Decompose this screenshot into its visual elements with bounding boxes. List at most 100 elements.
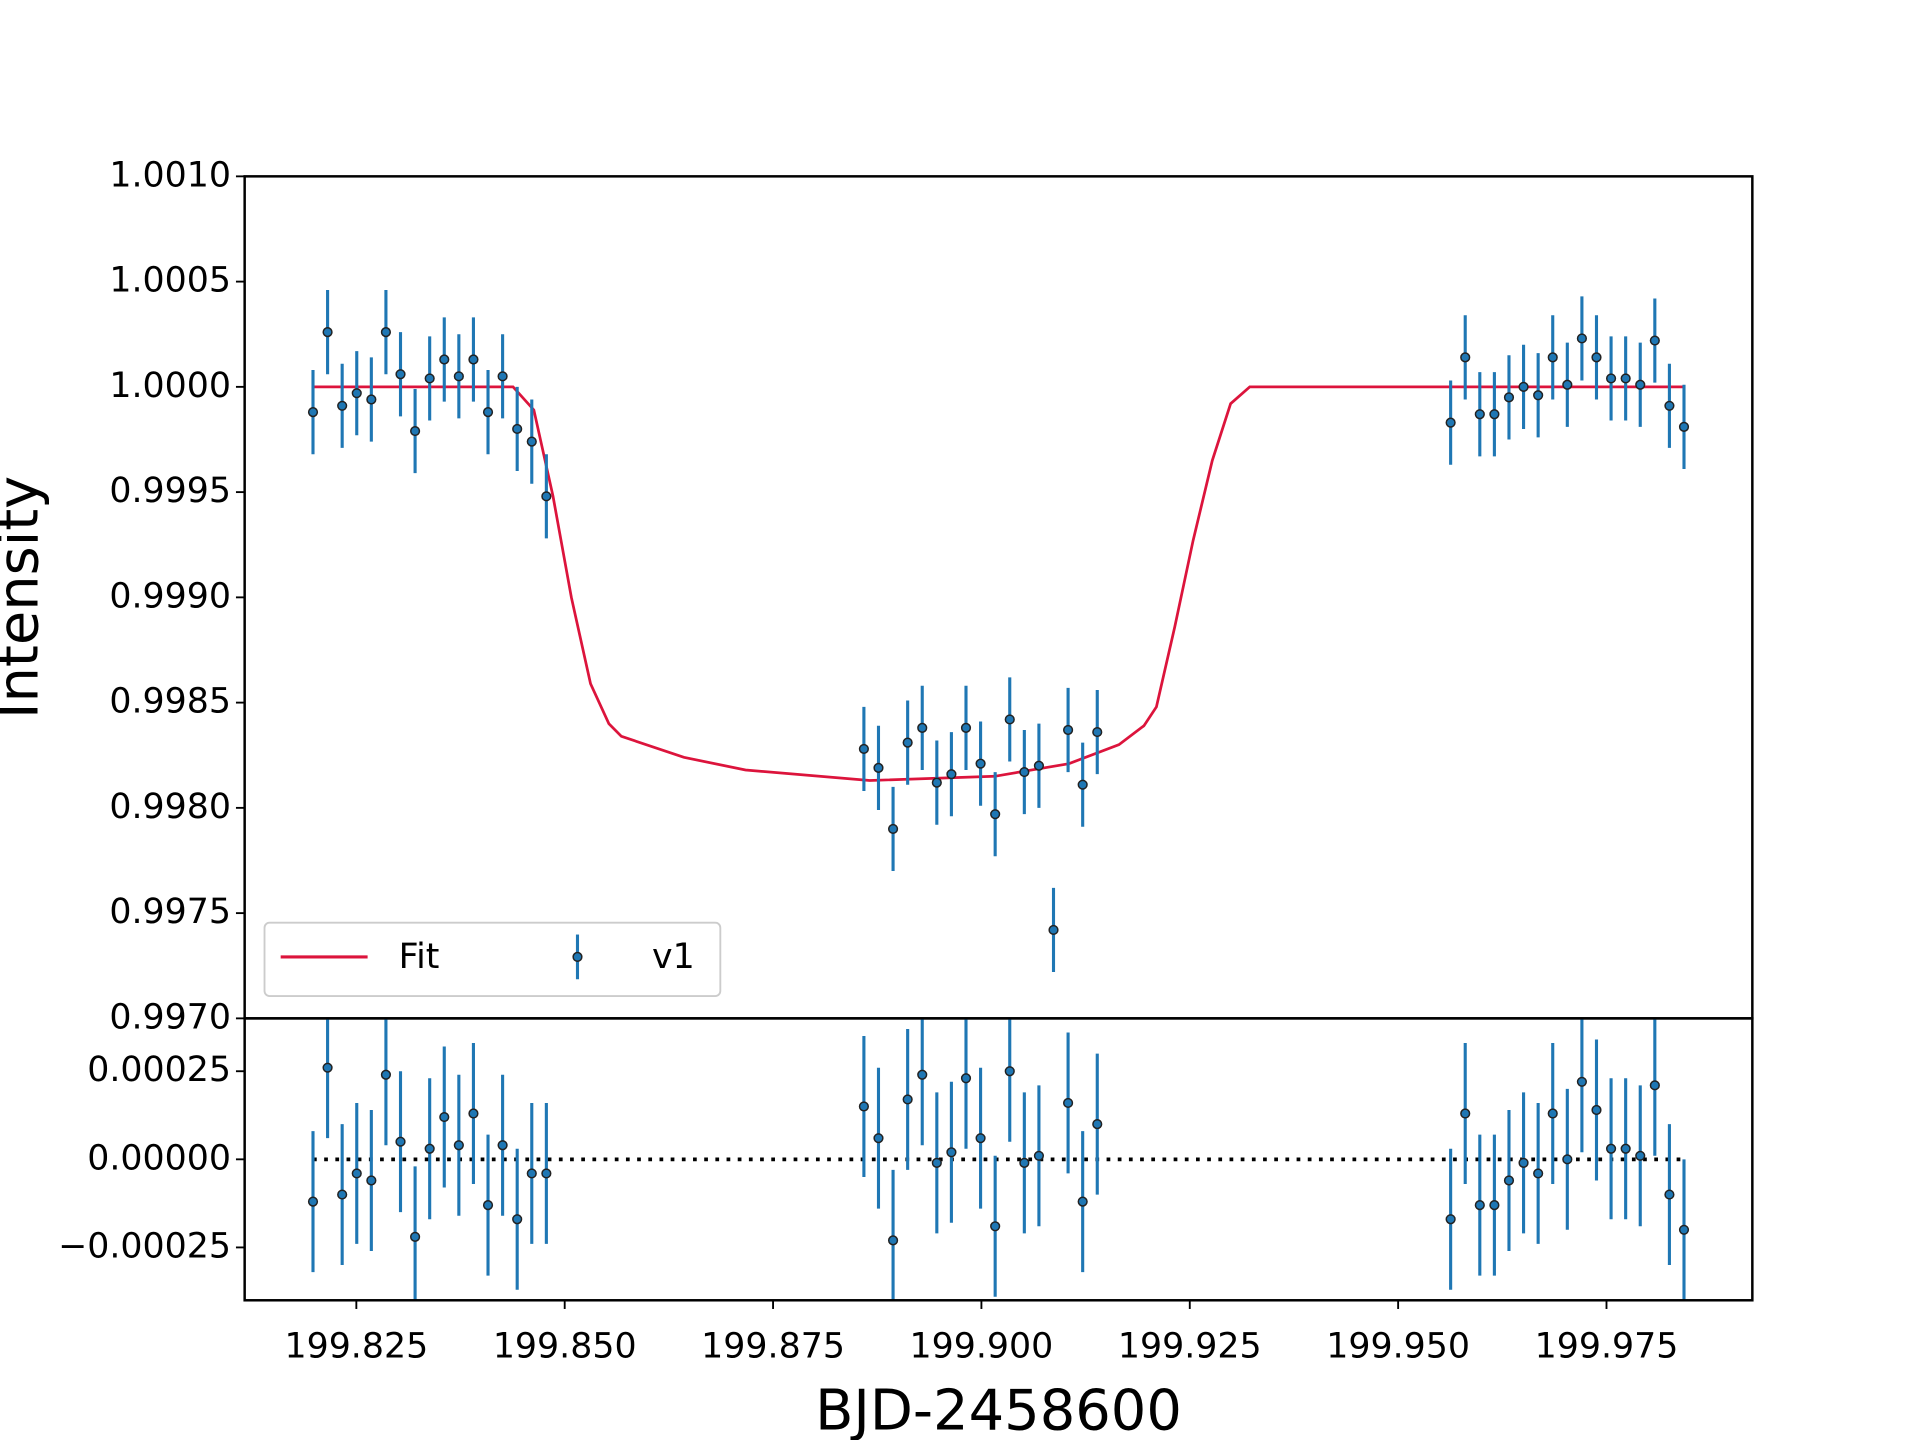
data-point <box>873 762 884 773</box>
x-axis-label: BJD-2458600 <box>815 1379 1182 1440</box>
data-point <box>990 809 1001 820</box>
data-point <box>380 327 392 338</box>
data-point <box>1649 335 1660 346</box>
data-point <box>1503 392 1515 403</box>
y-tick-label: 0.9975 <box>109 892 231 932</box>
data-point <box>1004 1066 1015 1077</box>
y-tick-label: 0.9995 <box>109 471 231 511</box>
data-point <box>1678 1224 1690 1235</box>
data-point <box>1460 352 1471 363</box>
x-tick-label: 199.875 <box>701 1326 845 1366</box>
data-point <box>1678 421 1690 432</box>
data-point <box>1092 726 1103 738</box>
data-point <box>424 1143 435 1154</box>
data-point <box>1004 714 1015 725</box>
data-point <box>975 1133 986 1144</box>
y-tick-label: 1.0005 <box>109 261 231 301</box>
data-point <box>337 400 348 411</box>
y-axis-label: Intensity <box>0 476 51 719</box>
y-tick-label: −0.00025 <box>58 1226 231 1266</box>
data-point <box>1664 1189 1675 1200</box>
data-point <box>931 1157 942 1168</box>
data-point <box>1048 924 1059 936</box>
data-point <box>1576 1076 1587 1087</box>
plot-area <box>307 290 1690 973</box>
data-point <box>1518 1157 1529 1168</box>
data-point <box>1092 1118 1103 1130</box>
data-point <box>307 1196 319 1207</box>
legend-marker <box>572 951 583 962</box>
y-tick-label: 1.0010 <box>109 155 231 195</box>
data-point <box>410 425 421 437</box>
data-point <box>497 1140 508 1151</box>
y-tick-label: 0.9985 <box>109 682 231 722</box>
legend-label: v1 <box>652 937 695 977</box>
data-point <box>512 423 523 435</box>
data-point <box>307 407 319 418</box>
data-point <box>337 1189 348 1200</box>
data-point <box>1489 409 1500 420</box>
data-point <box>1062 724 1074 736</box>
data-point <box>468 354 479 365</box>
data-point <box>902 1094 913 1105</box>
data-point <box>990 1221 1001 1232</box>
data-point <box>482 407 494 418</box>
data-point <box>541 1168 552 1179</box>
data-point <box>1503 1175 1515 1186</box>
data-point <box>526 1168 537 1179</box>
data-point <box>395 369 406 380</box>
legend-box <box>263 921 722 997</box>
data-point <box>1649 1080 1660 1091</box>
data-point <box>1620 1143 1631 1154</box>
y-tick-label: 0.00025 <box>87 1050 231 1090</box>
data-point <box>1033 1150 1045 1161</box>
data-point <box>541 491 552 502</box>
data-point <box>1019 1157 1030 1168</box>
data-point <box>1033 760 1045 771</box>
legend-label: Fit <box>399 937 440 977</box>
data-point <box>439 354 450 365</box>
data-point <box>1591 1104 1602 1116</box>
data-point <box>512 1214 523 1225</box>
data-point <box>1591 352 1602 363</box>
data-point <box>1019 766 1030 778</box>
plot-frame <box>243 175 1754 1020</box>
y-tick-label: 1.0000 <box>109 366 231 406</box>
y-tick-label: 0.9990 <box>109 576 231 616</box>
data-point <box>946 769 957 780</box>
data-point <box>1620 373 1631 384</box>
y-tick-label: 0.00000 <box>87 1138 231 1178</box>
data-point <box>887 823 899 835</box>
data-point <box>975 758 986 769</box>
plot-area <box>307 1018 1690 1301</box>
plot-frame <box>243 1017 1754 1302</box>
y-tick-label: 0.9970 <box>109 997 231 1037</box>
data-point <box>960 1073 972 1084</box>
data-point <box>482 1200 494 1211</box>
x-tick-label: 199.900 <box>910 1326 1054 1366</box>
data-point <box>351 388 362 399</box>
data-point <box>960 722 972 733</box>
data-point <box>887 1235 899 1246</box>
data-point <box>858 743 869 755</box>
x-tick-label: 199.825 <box>284 1326 428 1366</box>
data-point <box>1077 1196 1088 1207</box>
data-point <box>1547 1108 1558 1119</box>
data-point <box>351 1168 362 1179</box>
data-point <box>1533 390 1544 401</box>
data-point <box>858 1101 869 1112</box>
y-tick-label: 0.9980 <box>109 787 231 827</box>
data-point <box>1664 400 1675 411</box>
x-tick-label: 199.850 <box>493 1326 637 1366</box>
data-point <box>366 394 377 405</box>
data-point <box>917 1069 928 1080</box>
data-point <box>1474 409 1485 420</box>
data-point <box>1605 1143 1617 1154</box>
data-point <box>946 1147 957 1158</box>
data-point <box>395 1136 406 1147</box>
data-point <box>902 737 913 748</box>
data-point <box>931 777 942 788</box>
data-point <box>1489 1200 1500 1211</box>
